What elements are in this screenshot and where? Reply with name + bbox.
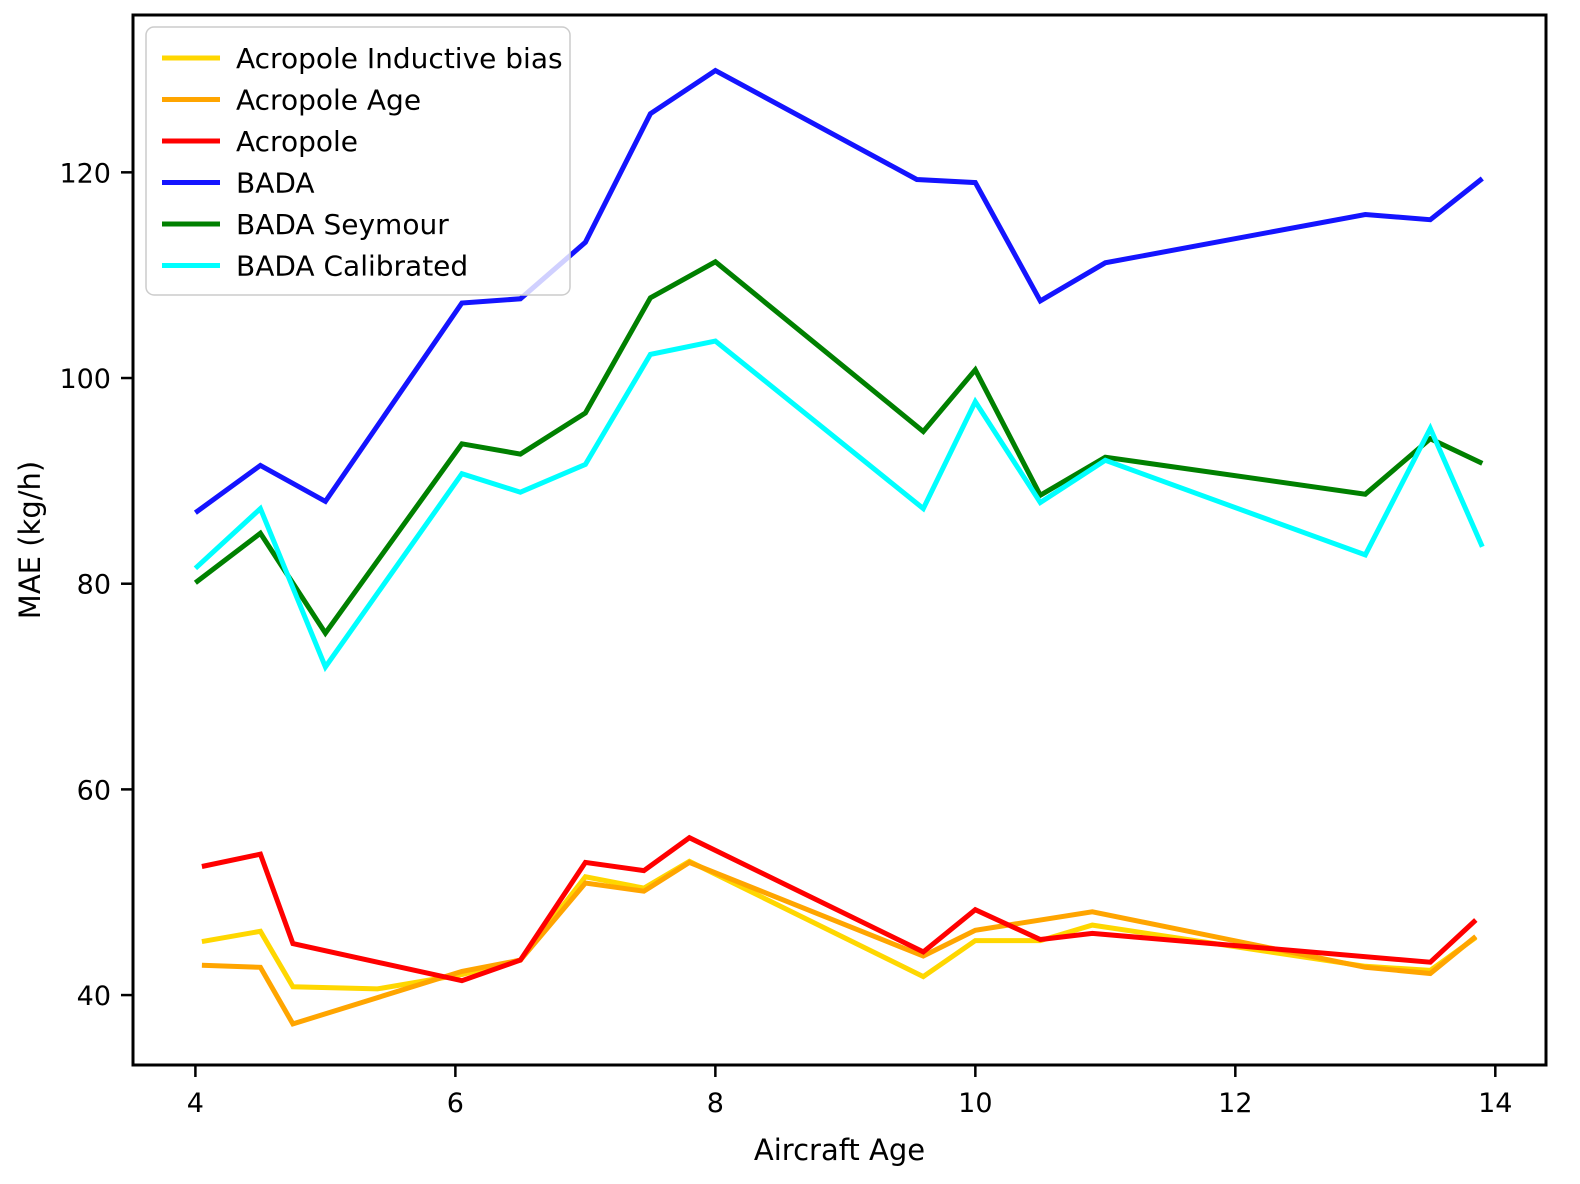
series-line-bada-calibrated [193, 338, 1485, 673]
x-tick-label: 4 [187, 1088, 204, 1119]
x-tick-label: 8 [707, 1088, 724, 1119]
legend-label-acropole-inductive-bias: Acropole Inductive bias [236, 42, 563, 75]
series-line-bada-seymour [193, 258, 1484, 638]
y-tick-label: 80 [77, 570, 111, 601]
series-line-acropole-age [201, 859, 1478, 1027]
series-line-acropole-inductive-bias [201, 858, 1478, 992]
legend-label-bada-calibrated: BADA Calibrated [236, 250, 468, 283]
legend-label-acropole-age: Acropole Age [236, 84, 421, 117]
x-tick-label: 14 [1478, 1088, 1512, 1119]
x-tick-label: 12 [1218, 1088, 1252, 1119]
y-tick-label: 40 [77, 981, 111, 1012]
legend: Acropole Inductive bias Acropole Age Acrop… [145, 26, 571, 296]
y-tick-label: 60 [77, 775, 111, 806]
legend-box [145, 26, 571, 296]
x-tick-label: 10 [958, 1088, 992, 1119]
y-axis-label: MAE (kg/h) [13, 461, 47, 619]
y-tick-label: 120 [59, 158, 111, 189]
legend-label-bada: BADA [236, 167, 315, 200]
y-tick-label: 100 [59, 364, 111, 395]
x-tick-label: 6 [447, 1088, 464, 1119]
legend-label-acropole: Acropole [236, 125, 358, 158]
axes-spines [131, 13, 1548, 1067]
x-axis-label: Aircraft Age [754, 1133, 925, 1167]
series-line-bada [193, 67, 1484, 515]
legend-label-bada-seymour: BADA Seymour [236, 208, 449, 241]
series-line-acropole [201, 834, 1478, 984]
